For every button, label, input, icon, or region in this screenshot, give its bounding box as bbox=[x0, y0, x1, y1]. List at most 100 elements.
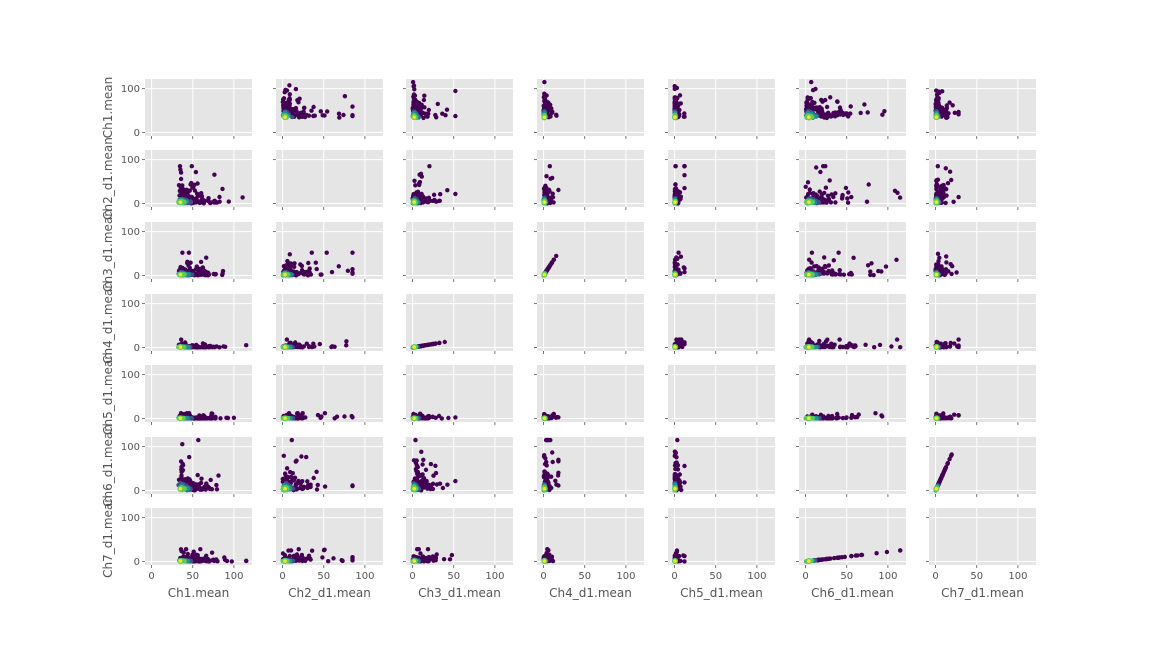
scatter-point bbox=[866, 182, 871, 187]
scatter-point bbox=[846, 190, 851, 195]
density-peak bbox=[673, 115, 677, 119]
scatter-point bbox=[935, 251, 941, 256]
scatter-point bbox=[820, 99, 825, 104]
scatter-point bbox=[862, 102, 867, 107]
scatter-point bbox=[827, 344, 832, 350]
panel-Ch2_d1.mean-vs-Ch7_d1.mean bbox=[926, 150, 1036, 210]
scatter-point bbox=[413, 183, 418, 188]
scatter-point bbox=[833, 191, 838, 196]
scatter-point bbox=[435, 101, 440, 107]
scatter-point bbox=[189, 164, 194, 169]
scatter-point bbox=[547, 164, 552, 169]
scatter-point bbox=[835, 99, 840, 105]
panel-Ch2_d1.mean-vs-Ch6_d1.mean bbox=[796, 150, 906, 210]
density-peak bbox=[283, 416, 287, 421]
panel-background bbox=[406, 222, 513, 279]
scatter-point bbox=[178, 170, 184, 175]
scatter-point bbox=[554, 112, 559, 118]
scatter-point bbox=[839, 196, 845, 201]
panel-Ch4_d1.mean-vs-Ch2_d1.mean bbox=[273, 294, 383, 354]
density-peak bbox=[412, 345, 417, 349]
y-tick-label: 0 bbox=[134, 414, 140, 425]
scatter-point bbox=[424, 114, 430, 119]
density-peak bbox=[542, 115, 547, 119]
panel-Ch1.mean-vs-Ch4_d1.mean bbox=[534, 79, 644, 139]
scatter-point bbox=[805, 180, 811, 185]
scatter-point bbox=[897, 195, 903, 200]
scatter-point bbox=[863, 342, 868, 347]
scatter-point bbox=[431, 192, 437, 197]
scatter-point bbox=[296, 115, 302, 120]
scatter-point bbox=[849, 194, 854, 200]
scatter-point bbox=[889, 344, 894, 349]
scatter-point bbox=[894, 257, 899, 262]
panel-Ch5_d1.mean-vs-Ch3_d1.mean bbox=[403, 365, 513, 425]
density-peak bbox=[673, 272, 677, 277]
density-peak bbox=[542, 200, 547, 204]
scatter-point bbox=[440, 111, 445, 116]
y-tick-label: 100 bbox=[121, 299, 140, 310]
scatter-point bbox=[292, 264, 297, 269]
scatter-point bbox=[417, 172, 422, 177]
scatter-point bbox=[344, 339, 349, 344]
scatter-point bbox=[445, 188, 450, 193]
scatter-point bbox=[317, 341, 322, 347]
scatter-point bbox=[819, 192, 825, 197]
scatter-point bbox=[945, 181, 951, 186]
scatter-point bbox=[309, 108, 314, 113]
scatter-point bbox=[554, 253, 559, 259]
scatter-point bbox=[880, 112, 885, 117]
panel-Ch4_d1.mean-vs-Ch6_d1.mean bbox=[796, 294, 906, 354]
panel-Ch1.mean-vs-Ch3_d1.mean bbox=[403, 79, 513, 139]
panel-Ch1.mean-vs-Ch7_d1.mean bbox=[926, 79, 1036, 139]
scatter-point bbox=[344, 343, 349, 348]
density-peak bbox=[178, 200, 183, 204]
scatter-point bbox=[955, 344, 960, 349]
scatter-point bbox=[320, 113, 325, 118]
scatter-point bbox=[180, 250, 185, 255]
scatter-point bbox=[453, 191, 458, 197]
scatter-point bbox=[956, 112, 961, 117]
scatter-point bbox=[830, 272, 835, 277]
scatter-point bbox=[944, 254, 949, 259]
scatter-point bbox=[810, 87, 816, 93]
scatter-point bbox=[954, 270, 959, 275]
scatter-point bbox=[682, 173, 687, 178]
scatter-point bbox=[296, 100, 301, 105]
scatter-point bbox=[673, 182, 678, 187]
scatter-point bbox=[314, 266, 319, 272]
scatter-point bbox=[453, 415, 458, 420]
scatter-point bbox=[677, 93, 683, 98]
panel-Ch3_d1.mean-vs-Ch3_d1.mean bbox=[403, 222, 513, 282]
density-peak bbox=[807, 200, 811, 204]
panel-Ch1.mean-vs-Ch6_d1.mean bbox=[796, 79, 906, 139]
scatter-point bbox=[827, 178, 832, 183]
density-peak bbox=[934, 345, 939, 349]
scatter-point bbox=[822, 255, 827, 260]
scatter-point bbox=[309, 250, 314, 255]
density-peak bbox=[283, 272, 287, 277]
scatter-point bbox=[947, 169, 953, 174]
scatter-point bbox=[244, 343, 249, 348]
scatter-point bbox=[325, 109, 330, 114]
scatter-point bbox=[848, 104, 853, 109]
scatter-point bbox=[306, 260, 311, 266]
scatter-point bbox=[421, 97, 427, 103]
density-peak bbox=[934, 200, 939, 204]
scatter-point bbox=[681, 265, 686, 270]
scatter-point bbox=[350, 415, 355, 420]
scatter-point bbox=[302, 272, 307, 277]
scatter-point bbox=[336, 264, 341, 269]
panel-Ch2_d1.mean-vs-Ch5_d1.mean bbox=[665, 150, 775, 210]
scatter-point bbox=[809, 260, 814, 265]
y-tick-label: 0 bbox=[134, 271, 140, 282]
scatter-point bbox=[204, 255, 209, 260]
scatter-point bbox=[188, 182, 193, 187]
scatter-point bbox=[318, 415, 323, 420]
scatter-point bbox=[313, 260, 318, 265]
panel-Ch3_d1.mean-vs-Ch2_d1.mean bbox=[273, 222, 383, 282]
scatter-point bbox=[682, 269, 687, 275]
scatter-point bbox=[453, 113, 458, 119]
